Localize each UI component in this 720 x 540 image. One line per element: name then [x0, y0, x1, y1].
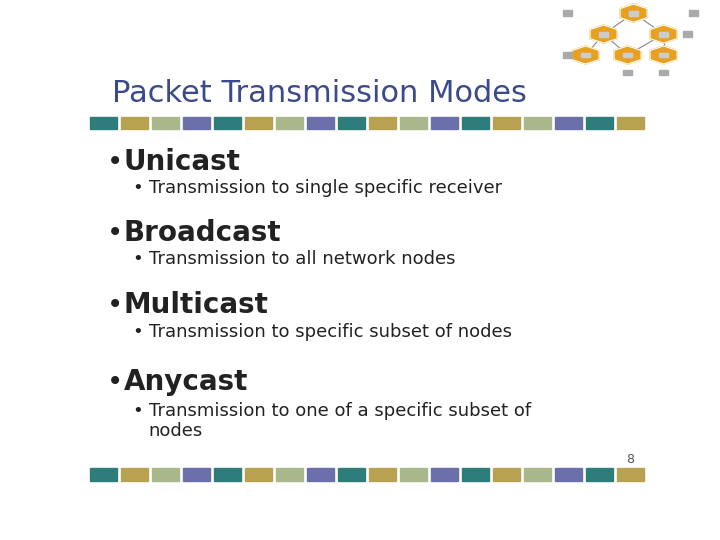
Text: •: •	[132, 402, 143, 420]
Text: Anycast: Anycast	[124, 368, 248, 396]
Bar	[338, 117, 365, 129]
Bar	[624, 52, 632, 57]
Polygon shape	[650, 25, 677, 43]
Bar	[276, 117, 303, 129]
Bar	[617, 468, 644, 481]
Polygon shape	[614, 46, 641, 64]
Bar	[338, 468, 365, 481]
Bar	[683, 31, 693, 37]
Bar	[689, 10, 698, 16]
Bar	[493, 117, 521, 129]
Text: •: •	[107, 368, 123, 396]
Bar	[214, 468, 241, 481]
Text: Transmission to one of a specific subset of
nodes: Transmission to one of a specific subset…	[148, 402, 531, 441]
Polygon shape	[650, 46, 677, 64]
Bar	[660, 52, 668, 57]
Bar	[369, 468, 396, 481]
Bar	[90, 117, 117, 129]
Bar	[563, 52, 572, 58]
Bar	[90, 468, 117, 481]
Text: Multicast: Multicast	[124, 292, 269, 320]
Text: •: •	[107, 292, 123, 320]
Bar	[582, 52, 590, 57]
Bar	[586, 468, 613, 481]
Bar	[183, 117, 210, 129]
Bar	[152, 468, 179, 481]
Bar	[462, 117, 490, 129]
Bar	[245, 117, 272, 129]
Bar	[493, 468, 521, 481]
Bar	[659, 70, 668, 75]
Text: Transmission to specific subset of nodes: Transmission to specific subset of nodes	[148, 322, 512, 341]
Bar	[183, 468, 210, 481]
Text: •: •	[132, 250, 143, 268]
Bar	[524, 117, 552, 129]
Bar	[623, 70, 632, 75]
Bar	[586, 117, 613, 129]
Bar	[276, 468, 303, 481]
Bar	[400, 117, 427, 129]
Polygon shape	[572, 46, 599, 64]
Bar	[152, 117, 179, 129]
Text: 8: 8	[626, 453, 634, 466]
Bar	[369, 117, 396, 129]
Bar	[555, 468, 582, 481]
Text: Packet Transmission Modes: Packet Transmission Modes	[112, 79, 527, 109]
Bar	[462, 468, 490, 481]
Text: •: •	[107, 219, 123, 247]
Text: •: •	[107, 148, 123, 176]
Bar	[629, 0, 639, 2]
Bar	[431, 468, 458, 481]
Bar	[660, 32, 668, 37]
Bar	[214, 117, 241, 129]
Bar	[555, 117, 582, 129]
Text: •: •	[132, 179, 143, 197]
Bar	[121, 468, 148, 481]
Bar	[617, 117, 644, 129]
Bar	[400, 468, 427, 481]
Polygon shape	[590, 25, 617, 43]
Bar	[599, 32, 608, 37]
Bar	[307, 117, 334, 129]
Bar	[524, 468, 552, 481]
Bar	[563, 10, 572, 16]
Bar	[307, 468, 334, 481]
Text: Transmission to single specific receiver: Transmission to single specific receiver	[148, 179, 502, 197]
Text: Unicast: Unicast	[124, 148, 240, 176]
Text: Broadcast: Broadcast	[124, 219, 281, 247]
Bar	[245, 468, 272, 481]
Bar	[629, 11, 638, 16]
Polygon shape	[620, 4, 647, 22]
Bar	[431, 117, 458, 129]
Bar	[121, 117, 148, 129]
Text: Transmission to all network nodes: Transmission to all network nodes	[148, 250, 455, 268]
Text: •: •	[132, 322, 143, 341]
